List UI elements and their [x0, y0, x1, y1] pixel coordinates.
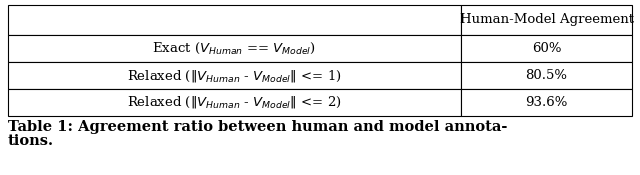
Bar	[8, 89, 461, 116]
Bar	[8, 62, 461, 89]
Bar	[8, 35, 461, 62]
Bar	[461, 89, 632, 116]
Text: 80.5%: 80.5%	[525, 69, 568, 82]
Bar	[461, 5, 632, 35]
Text: Relaxed ($\|V_{Human}$ - $V_{Model}\|$ <= 1): Relaxed ($\|V_{Human}$ - $V_{Model}\|$ <…	[127, 68, 342, 83]
Text: Table 1: Agreement ratio between human and model annota-: Table 1: Agreement ratio between human a…	[8, 120, 508, 134]
Text: Exact ($V_{Human}$ == $V_{Model}$): Exact ($V_{Human}$ == $V_{Model}$)	[152, 41, 317, 56]
Text: tions.: tions.	[8, 134, 54, 148]
Text: 60%: 60%	[532, 42, 561, 55]
Bar	[461, 35, 632, 62]
Text: Relaxed ($\|V_{Human}$ - $V_{Model}\|$ <= 2): Relaxed ($\|V_{Human}$ - $V_{Model}\|$ <…	[127, 94, 342, 110]
Text: Human-Model Agreement: Human-Model Agreement	[460, 13, 634, 26]
Bar	[461, 62, 632, 89]
Text: 93.6%: 93.6%	[525, 96, 568, 109]
Bar	[8, 5, 461, 35]
